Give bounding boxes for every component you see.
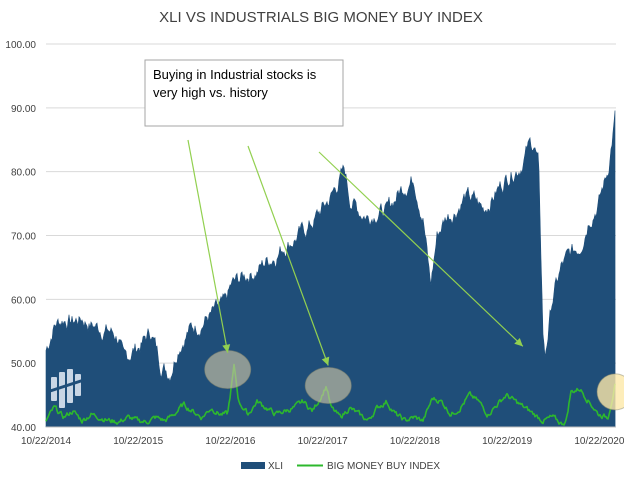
x-axis: 10/22/2014 10/22/2015 10/22/2016 10/22/2017… [21, 426, 624, 447]
highlight-circle [204, 350, 252, 390]
callout-arrows [187, 139, 524, 366]
legend-label-bmbi: BIG MONEY BUY INDEX [327, 461, 440, 472]
highlight-circle [304, 367, 352, 405]
callout-box [144, 59, 344, 127]
y-tick-label: 50.00 [11, 359, 36, 370]
highlight-circle [596, 373, 624, 411]
x-tick-label: 10/22/2018 [390, 436, 440, 447]
callout-line-1: Buying in Industrial stocks is [153, 67, 317, 82]
legend-swatch-xli [241, 462, 265, 469]
arrowhead [514, 337, 523, 347]
arrowhead [222, 344, 231, 353]
chart-title: XLI VS INDUSTRIALS BIG MONEY BUY INDEX [159, 9, 483, 26]
y-tick-label: 60.00 [11, 295, 36, 306]
legend: XLI BIG MONEY BUY INDEX [241, 461, 440, 472]
callout-line-2: very high vs. history [153, 85, 268, 100]
y-tick-label: 40.00 [11, 423, 36, 434]
callout: Buying in Industrial stocks is very high… [144, 59, 344, 127]
x-tick-label: 10/22/2019 [482, 436, 532, 447]
y-tick-label: 100.00 [5, 40, 36, 51]
callout-arrow [318, 151, 524, 347]
callout-arrow [187, 139, 229, 353]
x-tick-label: 10/22/2016 [205, 436, 255, 447]
arrowhead [321, 356, 330, 366]
x-tick-label: 10/22/2015 [113, 436, 163, 447]
watermark-logo [46, 369, 85, 408]
series-area-xli [45, 110, 616, 428]
x-tick-label: 10/22/2017 [298, 436, 348, 447]
logo-stroke [46, 378, 85, 394]
x-tick-label: 10/22/2014 [21, 436, 71, 447]
legend-label-xli: XLI [268, 461, 283, 472]
x-tick-label: 10/22/2020 [574, 436, 624, 447]
callout-arrow [247, 145, 329, 366]
highlight-circles [204, 350, 624, 411]
logo-bar-2 [59, 372, 65, 408]
y-tick-label: 70.00 [11, 232, 36, 243]
y-tick-label: 90.00 [11, 104, 36, 115]
logo-bar-4 [75, 374, 81, 396]
y-axis: 100.00 90.00 80.00 70.00 60.00 50.00 40.00 [5, 40, 36, 434]
y-tick-label: 80.00 [11, 168, 36, 179]
